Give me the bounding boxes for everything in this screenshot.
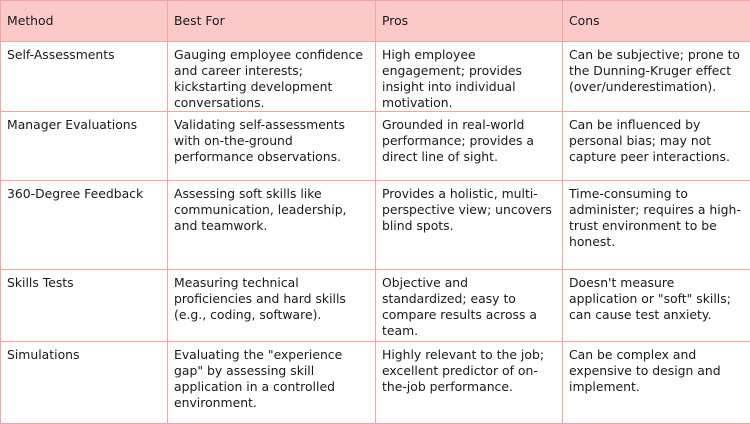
cell-cons: Time-consuming to administer; requires a… <box>563 181 750 270</box>
table-row: Self-Assessments Gauging employee confid… <box>1 42 750 112</box>
cell-method: Simulations <box>1 342 168 424</box>
cell-method: Skills Tests <box>1 270 168 342</box>
cell-cons: Can be subjective; prone to the Dunning-… <box>563 42 750 112</box>
header-best-for: Best For <box>168 1 376 42</box>
table-body: Self-Assessments Gauging employee confid… <box>1 42 750 424</box>
cell-pros: Grounded in real-world performance; prov… <box>376 112 563 181</box>
table-row: Manager Evaluations Validating self-asse… <box>1 112 750 181</box>
table-row: Skills Tests Measuring technical profici… <box>1 270 750 342</box>
header-method: Method <box>1 1 168 42</box>
cell-pros: Highly relevant to the job; excellent pr… <box>376 342 563 424</box>
cell-best-for: Validating self-assessments with on-the-… <box>168 112 376 181</box>
cell-method: Self-Assessments <box>1 42 168 112</box>
cell-best-for: Measuring technical proficiencies and ha… <box>168 270 376 342</box>
header-pros: Pros <box>376 1 563 42</box>
cell-best-for: Evaluating the "experience gap" by asses… <box>168 342 376 424</box>
table-row: 360-Degree Feedback Assessing soft skill… <box>1 181 750 270</box>
cell-pros: High employee engagement; provides insig… <box>376 42 563 112</box>
cell-cons: Doesn't measure application or "soft" sk… <box>563 270 750 342</box>
table-row: Simulations Evaluating the "experience g… <box>1 342 750 424</box>
header-cons: Cons <box>563 1 750 42</box>
cell-pros: Provides a holistic, multi-perspective v… <box>376 181 563 270</box>
cell-method: Manager Evaluations <box>1 112 168 181</box>
cell-cons: Can be complex and expensive to design a… <box>563 342 750 424</box>
cell-best-for: Assessing soft skills like communication… <box>168 181 376 270</box>
cell-cons: Can be influenced by personal bias; may … <box>563 112 750 181</box>
cell-best-for: Gauging employee confidence and career i… <box>168 42 376 112</box>
header-row: Method Best For Pros Cons <box>1 1 750 42</box>
cell-pros: Objective and standardized; easy to comp… <box>376 270 563 342</box>
table-header: Method Best For Pros Cons <box>1 1 750 42</box>
cell-method: 360-Degree Feedback <box>1 181 168 270</box>
